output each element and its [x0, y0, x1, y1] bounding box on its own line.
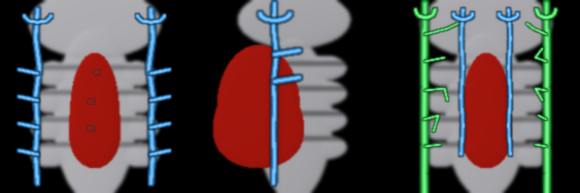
Text: C4: C4	[85, 125, 96, 134]
Text: C2: C2	[91, 69, 102, 78]
Text: C3: C3	[85, 98, 97, 107]
